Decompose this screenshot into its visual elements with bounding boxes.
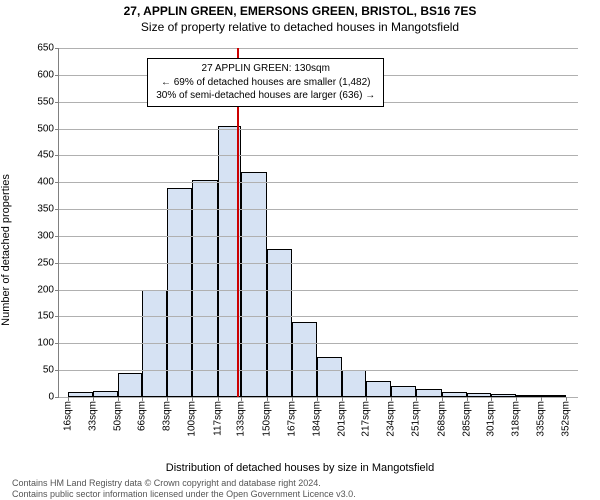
annotation-line-2: ← 69% of detached houses are smaller (1,… (156, 76, 375, 90)
histogram-bar (317, 357, 342, 397)
chart-title-main: 27, APPLIN GREEN, EMERSONS GREEN, BRISTO… (0, 4, 600, 18)
y-tick-label: 350 (24, 204, 59, 215)
y-tick-label: 50 (24, 365, 59, 376)
x-tick-label: 133sqm (236, 401, 247, 437)
histogram-bar (267, 249, 292, 397)
histogram-bar (167, 188, 192, 397)
histogram-bar (391, 386, 416, 397)
x-tick-label: 251sqm (411, 401, 422, 437)
y-tick-label: 150 (24, 311, 59, 322)
x-tick-label: 117sqm (212, 401, 223, 436)
histogram-bar (118, 373, 142, 397)
y-tick-label: 250 (24, 257, 59, 268)
histogram-bar (192, 180, 217, 397)
y-tick-label: 550 (24, 96, 59, 107)
gridline-h (59, 290, 578, 291)
gridline-h (59, 263, 578, 264)
x-tick-label: 201sqm (337, 401, 348, 437)
x-tick-label: 33sqm (88, 401, 99, 431)
x-tick-label: 150sqm (261, 401, 272, 437)
plot-area: 0501001502002503003504004505005506006501… (58, 48, 578, 398)
gridline-h (59, 129, 578, 130)
y-tick-label: 450 (24, 150, 59, 161)
x-tick-label: 285sqm (461, 401, 472, 437)
y-tick-label: 600 (24, 69, 59, 80)
x-tick-label: 100sqm (187, 401, 198, 437)
y-tick-label: 650 (24, 43, 59, 54)
gridline-h (59, 370, 578, 371)
x-tick-label: 16sqm (62, 401, 73, 431)
x-axis-label: Distribution of detached houses by size … (0, 462, 600, 474)
gridline-h (59, 48, 578, 49)
annotation-box: 27 APPLIN GREEN: 130sqm← 69% of detached… (147, 58, 384, 107)
gridline-h (59, 236, 578, 237)
gridline-h (59, 343, 578, 344)
gridline-h (59, 182, 578, 183)
x-tick-label: 335sqm (535, 401, 546, 437)
y-tick-label: 400 (24, 177, 59, 188)
y-tick-label: 0 (24, 392, 59, 403)
x-tick-label: 66sqm (137, 401, 148, 431)
histogram-bar (241, 172, 266, 398)
y-axis-label: Number of detached properties (0, 174, 12, 326)
chart-title-sub: Size of property relative to detached ho… (0, 20, 600, 34)
histogram-bar (416, 389, 441, 397)
x-tick-label: 301sqm (485, 401, 496, 437)
gridline-h (59, 316, 578, 317)
x-tick-label: 318sqm (510, 401, 521, 437)
gridline-h (59, 155, 578, 156)
y-tick-label: 100 (24, 338, 59, 349)
x-tick-label: 268sqm (436, 401, 447, 437)
x-tick-label: 167sqm (286, 401, 297, 437)
x-tick-label: 83sqm (162, 401, 173, 431)
y-tick-label: 200 (24, 284, 59, 295)
gridline-h (59, 209, 578, 210)
histogram-bar (292, 322, 317, 397)
histogram-bar (366, 381, 391, 397)
x-tick-label: 234sqm (386, 401, 397, 437)
y-tick-label: 500 (24, 123, 59, 134)
x-tick-label: 50sqm (113, 401, 124, 431)
annotation-line-3: 30% of semi-detached houses are larger (… (156, 89, 375, 103)
histogram-chart: 27, APPLIN GREEN, EMERSONS GREEN, BRISTO… (0, 0, 600, 500)
x-tick-label: 184sqm (312, 401, 323, 437)
x-tick-label: 352sqm (561, 401, 572, 437)
footer-copyright-1: Contains HM Land Registry data © Crown c… (12, 478, 321, 488)
x-tick-label: 217sqm (360, 401, 371, 437)
annotation-line-1: 27 APPLIN GREEN: 130sqm (156, 62, 375, 76)
gridline-h (59, 397, 578, 398)
footer-copyright-2: Contains public sector information licen… (12, 489, 356, 499)
histogram-bar (342, 370, 366, 397)
y-tick-label: 300 (24, 230, 59, 241)
